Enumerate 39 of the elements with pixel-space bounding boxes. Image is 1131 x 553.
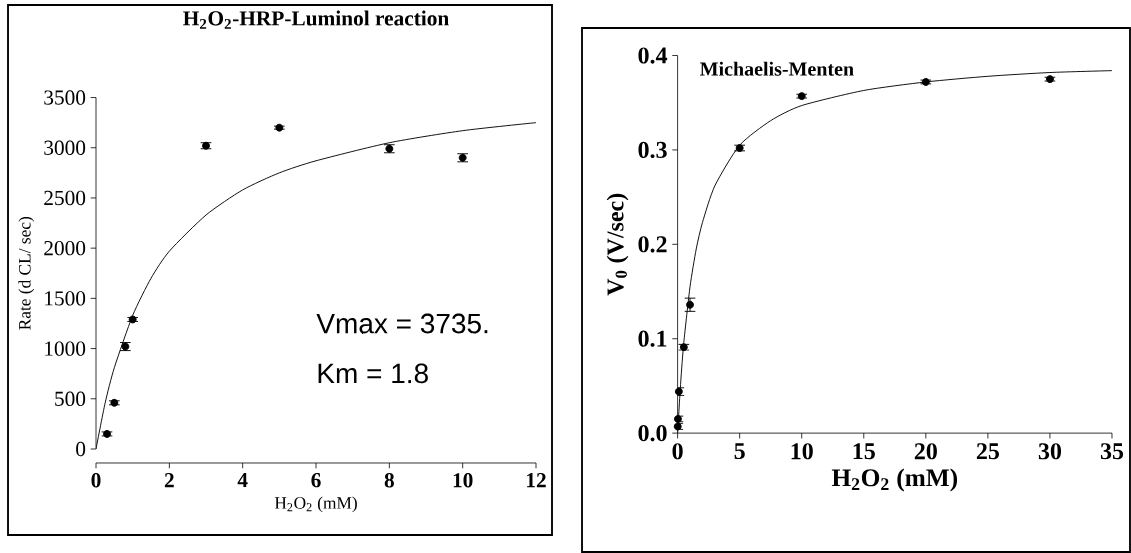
point xyxy=(673,415,682,423)
x-tick-label: 2 xyxy=(164,473,174,488)
y-tick-label: 2000 xyxy=(44,240,86,256)
x-tick-label: 0 xyxy=(91,473,101,488)
y-tick-label: 0.3 xyxy=(638,141,667,159)
y-tick-label: 1500 xyxy=(45,291,86,306)
x-tick-label: 0 xyxy=(672,443,683,460)
x-tick-label: 20 xyxy=(914,443,937,460)
x-tick-label: 8 xyxy=(384,473,394,488)
point xyxy=(679,343,688,352)
annotation: Km = 1.8 xyxy=(318,363,428,384)
point xyxy=(674,387,683,396)
x-tick-label: 15 xyxy=(853,443,875,460)
x-tick-label: 25 xyxy=(976,443,1000,460)
x-axis-title: H$_{2}$O$_{2}$ (mM) xyxy=(274,496,357,513)
chart-title: H$_{2}$O$_{2}$-HRP-Luminol reaction xyxy=(183,10,449,29)
x-tick-label: 4 xyxy=(237,473,248,488)
x-tick-label: 10 xyxy=(453,473,473,488)
x-tick-label: 10 xyxy=(791,443,813,460)
y-tick-label: 0.4 xyxy=(638,47,668,64)
x-tick-label: 30 xyxy=(1038,443,1062,460)
y-tick-label: 0.1 xyxy=(638,330,667,347)
chart-title: Michaelis-Menten xyxy=(700,61,854,76)
x-tick-label: 5 xyxy=(734,443,745,460)
y-axis-title: Rate (d CL/ sec) xyxy=(18,216,35,330)
x-tick-label: 6 xyxy=(311,473,321,488)
x-tick-label: 12 xyxy=(527,473,546,488)
y-axis-title: V$_{0}$ (V/sec) xyxy=(606,193,629,296)
y-tick-label: 0.2 xyxy=(638,236,667,253)
x-tick-label: 35 xyxy=(1100,443,1124,460)
y-tick-label: 3000 xyxy=(44,140,86,155)
y-tick-label: 2500 xyxy=(44,190,86,206)
y-tick-label: 0.0 xyxy=(638,424,667,442)
annotation: Vmax = 3735. xyxy=(316,313,488,334)
y-tick-label: 1000 xyxy=(45,341,86,356)
y-tick-label: 500 xyxy=(55,391,86,406)
point xyxy=(673,422,682,431)
y-tick-label: 3500 xyxy=(44,90,86,105)
x-axis-title: H$_{2}$O$_{2}$ (mM) xyxy=(831,468,958,492)
